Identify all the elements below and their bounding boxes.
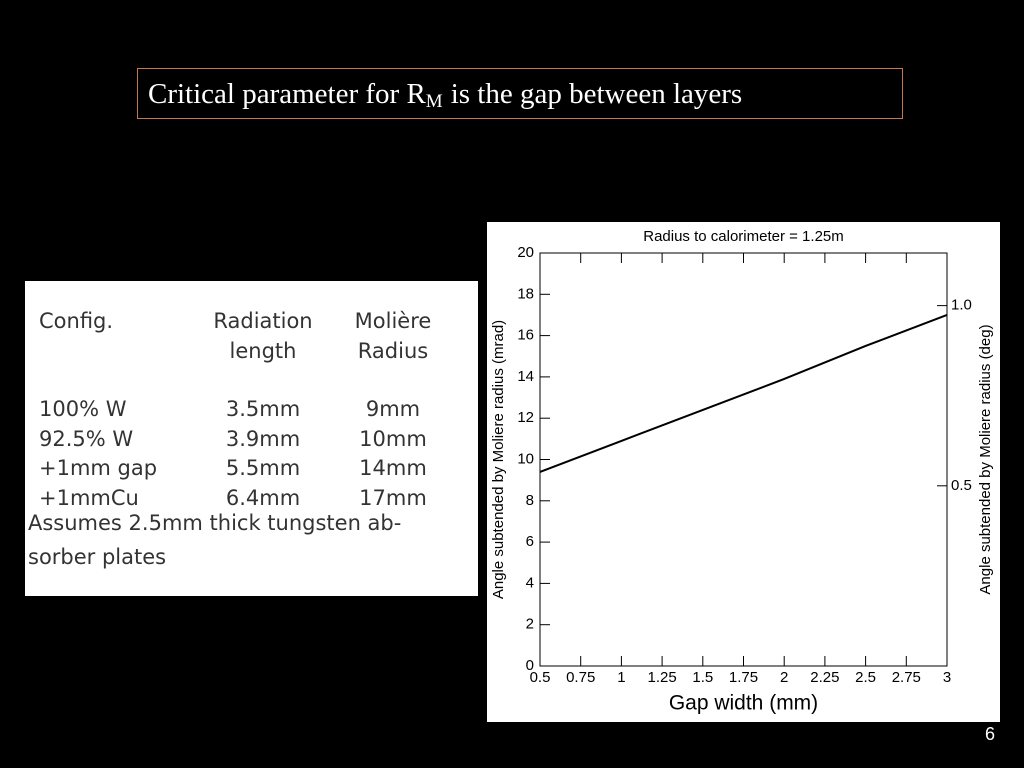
y-tick-label: 20 bbox=[517, 244, 534, 261]
page-number: 6 bbox=[985, 724, 996, 744]
table-cell: 17mm bbox=[359, 485, 427, 510]
table-cell: 14mm bbox=[359, 456, 427, 480]
x-tick-label: 1.25 bbox=[647, 669, 676, 686]
x-tick-label: 3 bbox=[943, 669, 951, 686]
x-tick-label: 1 bbox=[617, 669, 625, 686]
table-cell: 3.9mm bbox=[225, 426, 301, 451]
x-tick-label: 2.5 bbox=[855, 669, 876, 686]
y2-axis-label: Angle subtended by Moliere radius (deg) bbox=[977, 324, 994, 594]
table-cell: 9mm bbox=[365, 397, 421, 421]
table-header: Radius bbox=[357, 339, 429, 363]
table-header: Radiation bbox=[213, 309, 313, 333]
y-tick-label: 6 bbox=[526, 533, 534, 550]
table-cell: 3.5mm bbox=[225, 397, 301, 421]
x-tick-label: 2.75 bbox=[892, 669, 921, 686]
title: is the gap between layers bbox=[450, 78, 743, 110]
table-header: Molière bbox=[354, 309, 432, 333]
title-box: Critical parameter for RM is the gap betw… bbox=[137, 68, 903, 119]
title-subscript: M bbox=[425, 91, 443, 112]
y-tick-label: 2 bbox=[526, 616, 534, 633]
x-tick-label: 1.75 bbox=[729, 669, 758, 686]
table-cell: 5.5mm bbox=[225, 456, 301, 480]
y-tick-label: 10 bbox=[517, 450, 534, 467]
table: Config. Radiation length Molière Radius 100% … bbox=[25, 281, 478, 596]
y2-tick-label: 0.5 bbox=[951, 477, 972, 494]
y-tick-label: 14 bbox=[517, 368, 534, 385]
x-axis-label: Gap width (mm) bbox=[669, 692, 818, 715]
y-tick-label: 8 bbox=[526, 492, 534, 509]
table-note: Assumes 2.5mm thick tungsten ab- bbox=[28, 511, 402, 535]
y-tick-label: 18 bbox=[517, 285, 534, 302]
x-tick-label: 2.25 bbox=[810, 669, 839, 686]
title: Critical parameter for R bbox=[148, 78, 426, 110]
x-tick-label: 2 bbox=[780, 669, 788, 686]
x-tick-label: 1.5 bbox=[692, 669, 713, 686]
table-cell: +1mmCu bbox=[39, 485, 139, 510]
table-cell: 92.5% W bbox=[39, 426, 134, 451]
table-cell: 6.4mm bbox=[225, 485, 301, 510]
y-tick-label: 0 bbox=[526, 657, 534, 674]
y-axis-label: Angle subtended by Moliere radius (mrad) bbox=[490, 320, 507, 599]
y2-tick-label: 1.0 bbox=[951, 297, 972, 314]
y-tick-label: 4 bbox=[526, 574, 534, 591]
x-tick-label: 0.5 bbox=[530, 669, 551, 686]
table-cell: +1mm gap bbox=[39, 456, 158, 480]
x-tick-label: 0.75 bbox=[566, 669, 595, 686]
table-header: length bbox=[229, 339, 297, 363]
table-cell: 10mm bbox=[359, 426, 427, 451]
y-tick-label: 12 bbox=[517, 409, 534, 426]
chart: Radius to calorimeter = 1.25m Gap width (… bbox=[487, 222, 1000, 722]
plot-frame bbox=[539, 252, 948, 667]
table-header: Config. bbox=[39, 309, 114, 333]
table-note: sorber plates bbox=[28, 545, 167, 569]
line bbox=[539, 314, 948, 473]
y-tick-label: 16 bbox=[517, 327, 534, 344]
chart-title: Radius to calorimeter = 1.25m bbox=[643, 228, 844, 245]
table-cell: 100% W bbox=[39, 397, 127, 421]
